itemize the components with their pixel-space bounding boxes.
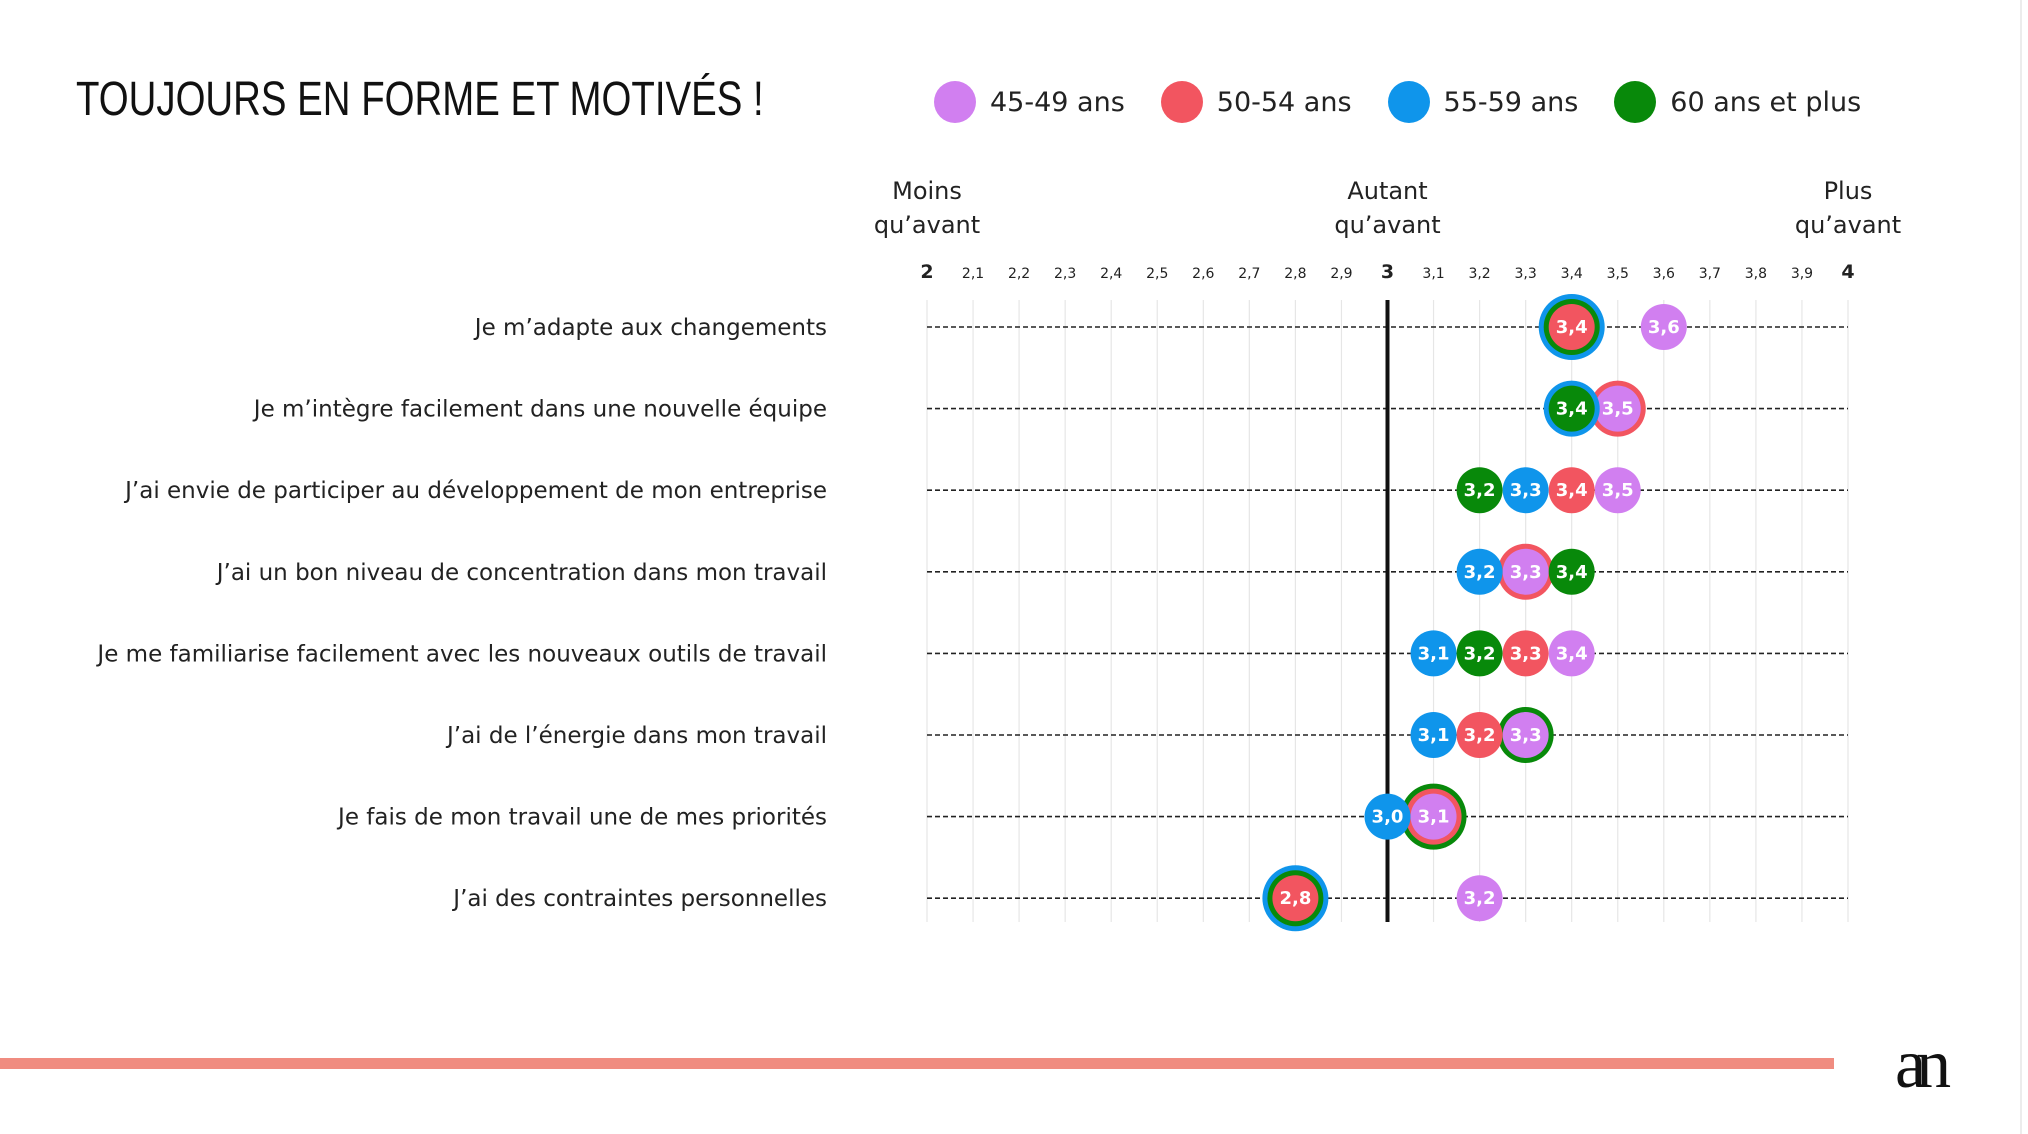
dot-value-label: 3,4 [1556, 480, 1588, 501]
scale-header-high: qu’avant [1795, 211, 1901, 239]
legend-item-60-plus: 60 ans et plus [1614, 81, 1861, 123]
tick-label: 4 [1841, 261, 1854, 283]
legend-label-60-plus: 60 ans et plus [1670, 86, 1862, 118]
tick-label: 3,4 [1561, 266, 1583, 282]
dot-50-54 [1502, 630, 1549, 677]
dot-value-label: 3,2 [1464, 725, 1496, 746]
scale-header-low: Moins [892, 177, 962, 205]
scale-header-mid: Autant [1347, 177, 1427, 205]
legend-label-50-54: 50-54 ans [1216, 86, 1352, 118]
dot-value-label: 3,6 [1648, 317, 1680, 338]
tick-label: 3,8 [1745, 266, 1767, 282]
dot-45-49 [1502, 548, 1549, 595]
row-label: Je fais de mon travail une de mes priori… [336, 805, 827, 831]
dot-value-label: 3,3 [1510, 725, 1542, 746]
tick-label: 3,5 [1607, 266, 1629, 282]
legend-item-55-59: 55-59 ans [1387, 81, 1579, 123]
dot-value-label: 3,2 [1464, 562, 1496, 583]
row-label: J’ai des contraintes personnelles [451, 886, 827, 912]
row-label: J’ai envie de participer au développemen… [123, 478, 827, 504]
dot-55-59 [1410, 712, 1457, 758]
row-label: J’ai un bon niveau de concentration dans… [215, 560, 827, 586]
page-title: TOUJOURS EN FORME ET MOTIVÉS ! [76, 73, 764, 126]
dot-45-49 [1594, 385, 1641, 432]
dot-45-49 [1548, 630, 1595, 677]
legend-label-55-59: 55-59 ans [1443, 86, 1579, 118]
tick-label: 2,6 [1192, 266, 1214, 282]
row-label: J’ai de l’énergie dans mon travail [445, 723, 827, 749]
legend-swatch-55-59 [1387, 81, 1430, 123]
tick-label: 3,6 [1653, 266, 1675, 282]
dot-50-54 [1456, 712, 1503, 758]
legend-item-45-49: 45-49 ans [934, 81, 1125, 123]
dot-50-54 [1548, 467, 1595, 514]
dot-value-label: 3,1 [1418, 725, 1450, 746]
dot-55-59 [1410, 630, 1457, 677]
dot-value-label: 3,2 [1464, 643, 1496, 664]
dot-60-plus [1548, 548, 1595, 595]
row-label: Je me familiarise facilement avec les no… [95, 641, 827, 667]
dot-value-label: 3,5 [1602, 399, 1634, 420]
tick-label: 3,9 [1791, 266, 1813, 282]
dot-value-label: 3,1 [1418, 807, 1450, 828]
dot-45-49 [1456, 875, 1503, 922]
tick-label: 2,3 [1054, 266, 1076, 282]
dot-value-label: 3,2 [1464, 480, 1496, 501]
dot-value-label: 3,3 [1510, 562, 1542, 583]
scale-header-mid: qu’avant [1334, 211, 1440, 239]
tick-label: 2,8 [1284, 266, 1306, 282]
tick-label: 2 [920, 261, 933, 283]
tick-label: 3,2 [1468, 266, 1490, 282]
scale-header-high: Plus [1824, 177, 1873, 205]
dot-value-label: 3,0 [1372, 807, 1404, 828]
brand-logo-text: an [1895, 1030, 1950, 1092]
dot-value-label: 3,3 [1510, 480, 1542, 501]
tick-label: 3 [1381, 261, 1394, 283]
dot-value-label: 3,4 [1556, 317, 1588, 338]
dot-55-59 [1502, 467, 1549, 514]
legend-swatch-45-49 [934, 81, 976, 123]
tick-label: 2,7 [1238, 266, 1260, 282]
dot-60-plus [1456, 630, 1503, 677]
dot-45-49 [1594, 467, 1641, 514]
tick-label: 2,4 [1100, 266, 1122, 282]
dot-50-54 [1548, 304, 1595, 350]
tick-label: 3,1 [1422, 266, 1444, 282]
dot-value-label: 3,4 [1556, 562, 1588, 583]
tick-label: 2,9 [1330, 266, 1352, 282]
legend: 45-49 ans 50-54 ans 55-59 ans 60 ans et … [934, 80, 1897, 124]
dot-value-label: 3,2 [1464, 888, 1496, 909]
tick-label: 2,5 [1146, 266, 1168, 282]
dot-50-54 [1272, 875, 1319, 922]
dot-55-59 [1364, 793, 1411, 840]
scale-header-low: qu’avant [874, 211, 980, 239]
dot-45-49 [1502, 712, 1549, 758]
tick-label: 3,3 [1515, 266, 1537, 282]
legend-swatch-50-54 [1160, 81, 1203, 123]
dot-value-label: 3,3 [1510, 643, 1542, 664]
accent-bar [0, 1058, 1834, 1069]
legend-swatch-60-plus [1614, 81, 1657, 123]
dot-value-label: 3,4 [1556, 399, 1588, 420]
row-label: Je m’intègre facilement dans une nouvell… [252, 397, 827, 423]
row-label: Je m’adapte aux changements [473, 315, 827, 341]
dot-value-label: 3,1 [1418, 643, 1450, 664]
legend-label-45-49: 45-49 ans [990, 86, 1125, 118]
brand-logo: an [1895, 1030, 1960, 1092]
dot-45-49 [1410, 793, 1457, 840]
dot-value-label: 3,4 [1556, 643, 1588, 664]
dot-value-label: 2,8 [1279, 888, 1311, 909]
tick-label: 3,7 [1699, 266, 1721, 282]
page-edge-divider [2020, 0, 2022, 1134]
dot-60-plus [1548, 385, 1595, 432]
dot-55-59 [1456, 548, 1503, 595]
legend-item-50-54: 50-54 ans [1160, 81, 1352, 123]
dot-45-49 [1640, 304, 1687, 350]
tick-label: 2,1 [962, 266, 984, 282]
dot-60-plus [1456, 467, 1503, 514]
tick-label: 2,2 [1008, 266, 1030, 282]
dot-value-label: 3,5 [1602, 480, 1634, 501]
